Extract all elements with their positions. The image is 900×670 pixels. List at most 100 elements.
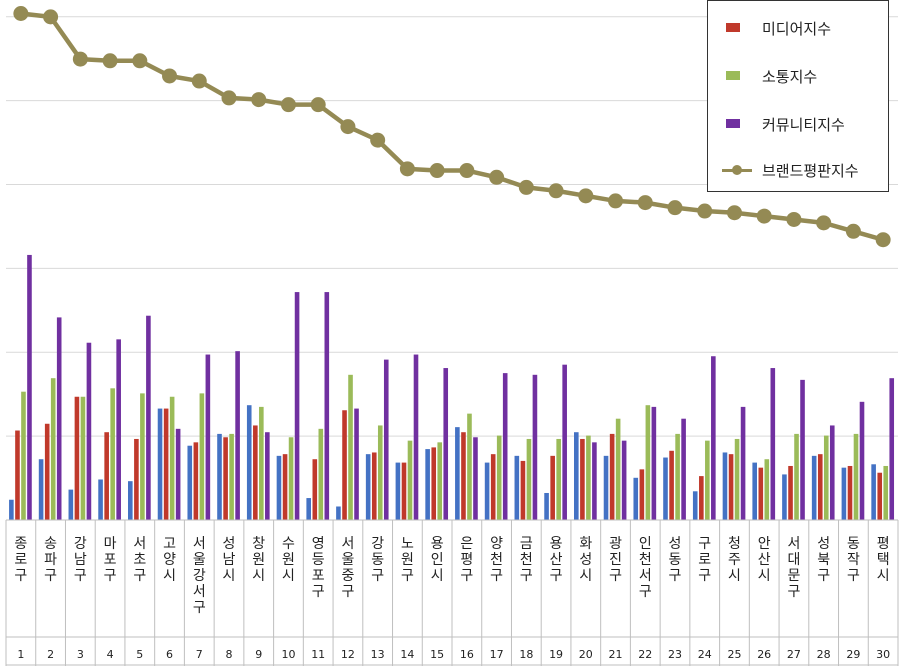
point-brand-23 <box>667 200 683 216</box>
bar-4-20 <box>592 442 597 520</box>
bar-1-21 <box>603 455 609 520</box>
bar-4-24 <box>711 356 716 520</box>
bar-2-14 <box>401 462 407 520</box>
point-brand-21 <box>608 193 624 209</box>
bar-1-5 <box>128 481 133 520</box>
bar-1-29 <box>841 467 847 520</box>
category-rank-12: 12 <box>341 648 355 661</box>
bar-2-8 <box>223 437 228 520</box>
bar-2-3 <box>74 396 80 520</box>
category-rank-4: 4 <box>107 648 114 661</box>
bar-4-29 <box>859 401 865 520</box>
legend-label-community: 커뮤니티지수 <box>762 116 845 134</box>
category-rank-17: 17 <box>490 648 504 661</box>
bar-2-2 <box>44 423 50 520</box>
bar-2-19 <box>550 455 555 520</box>
bar-3-28 <box>823 435 829 520</box>
bar-1-12 <box>336 506 341 520</box>
point-brand-7 <box>191 73 207 89</box>
legend-label-brand: 브랜드평판지수 <box>762 162 859 180</box>
bar-3-13 <box>377 425 383 520</box>
bar-3-25 <box>734 438 740 520</box>
category-rank-1: 1 <box>17 648 24 661</box>
bar-1-1 <box>9 499 14 520</box>
point-brand-15 <box>429 163 445 179</box>
bar-1-6 <box>157 408 163 520</box>
point-brand-28 <box>816 215 832 231</box>
bar-4-25 <box>740 406 746 520</box>
bar-2-1 <box>15 430 20 520</box>
point-brand-5 <box>132 53 148 69</box>
point-brand-11 <box>310 97 326 113</box>
bar-4-12 <box>354 408 359 520</box>
bar-4-19 <box>562 364 567 520</box>
bar-3-6 <box>169 396 175 520</box>
bar-2-20 <box>580 438 585 520</box>
bar-2-16 <box>461 432 466 520</box>
bar-2-27 <box>788 465 793 520</box>
category-rank-27: 27 <box>787 648 801 661</box>
bar-2-6 <box>163 408 169 520</box>
bar-2-4 <box>104 432 109 520</box>
legend-item-community: 커뮤니티지수 <box>708 112 890 136</box>
point-brand-18 <box>518 179 534 195</box>
category-rank-24: 24 <box>698 648 712 661</box>
bar-2-18 <box>520 460 526 520</box>
bar-2-9 <box>253 425 258 520</box>
bar-1-16 <box>455 427 460 520</box>
point-brand-22 <box>637 195 653 211</box>
bar-1-13 <box>365 454 371 520</box>
legend-swatch-media <box>726 23 740 32</box>
bar-2-24 <box>699 476 704 520</box>
bar-3-22 <box>645 405 651 520</box>
point-brand-24 <box>697 203 713 219</box>
bar-4-8 <box>235 351 240 520</box>
category-rank-5: 5 <box>136 648 143 661</box>
point-brand-27 <box>786 211 802 227</box>
bar-2-10 <box>282 454 288 520</box>
point-brand-17 <box>489 169 505 185</box>
bar-2-25 <box>728 454 734 520</box>
point-brand-1 <box>13 6 29 22</box>
legend-label-communication: 소통지수 <box>762 68 818 86</box>
bar-3-2 <box>50 378 56 520</box>
category-rank-15: 15 <box>430 648 444 661</box>
bar-1-28 <box>811 455 817 520</box>
point-brand-2 <box>43 9 59 25</box>
bar-1-23 <box>663 457 668 520</box>
bar-1-27 <box>782 474 787 520</box>
bar-4-10 <box>294 292 300 520</box>
point-brand-19 <box>548 183 564 199</box>
category-rank-3: 3 <box>77 648 84 661</box>
bar-3-8 <box>229 433 234 520</box>
bar-4-3 <box>86 342 92 520</box>
category-rank-2: 2 <box>47 648 54 661</box>
bar-4-27 <box>800 379 805 520</box>
point-brand-30 <box>875 232 891 248</box>
bar-1-7 <box>187 445 193 520</box>
point-brand-9 <box>251 92 267 108</box>
category-rank-11: 11 <box>311 648 325 661</box>
category-rank-22: 22 <box>638 648 652 661</box>
point-brand-8 <box>221 90 237 106</box>
category-rank-21: 21 <box>609 648 623 661</box>
bar-4-18 <box>532 374 538 520</box>
bar-3-3 <box>80 396 86 520</box>
